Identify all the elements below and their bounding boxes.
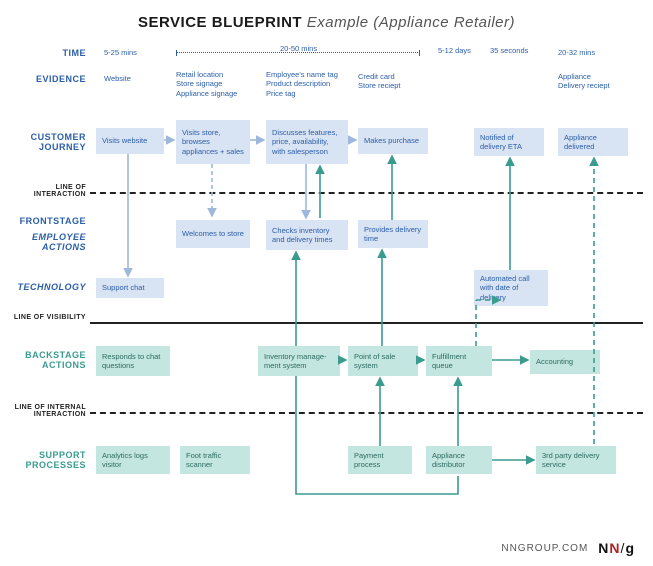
bs-2: Inventory manage-ment system	[258, 346, 340, 376]
time-0: 5-25 mins	[104, 48, 137, 57]
nng-logo: NN/g	[598, 540, 635, 556]
evidence-3: Credit card Store reciept	[358, 72, 428, 91]
bs-5: Accounting	[530, 350, 600, 374]
bs-4: Fulfillment queue	[426, 346, 492, 376]
evidence-1: Retail location Store signage Appliance …	[176, 70, 256, 98]
diagram-title: SERVICE BLUEPRINT Example (Appliance Ret…	[0, 14, 653, 31]
sp-0: Analytics logs visitor	[96, 446, 170, 474]
title-light: Example (Appliance Retailer)	[307, 14, 515, 31]
time-3: 35 seconds	[490, 46, 528, 55]
line-of-visibility	[90, 322, 643, 324]
fs-1: Welcomes to store	[176, 220, 250, 248]
footer-url: NNGROUP.COM	[501, 543, 588, 554]
fs-3: Provides delivery time	[358, 220, 428, 248]
evidence-0: Website	[104, 74, 164, 83]
time-4: 20-32 mins	[558, 48, 595, 57]
bs-0: Responds to chat questions	[96, 346, 170, 376]
cj-3: Makes purchase	[358, 128, 428, 154]
label-evidence: EVIDENCE	[6, 74, 86, 84]
title-bold: SERVICE BLUEPRINT	[138, 14, 302, 31]
cj-4: Notified of delivery ETA	[474, 128, 544, 156]
time-1: 20-50 mins	[280, 44, 317, 53]
line-of-interaction	[90, 192, 643, 194]
tech-0: Support chat	[96, 278, 164, 298]
label-line-internal: LINE OF INTERNAL INTERACTION	[6, 404, 86, 418]
bs-3: Point of sale system	[348, 346, 418, 376]
label-frontstage: FRONTSTAGE	[6, 216, 86, 226]
evidence-5: Appliance Delivery reciept	[558, 72, 638, 91]
label-support: SUPPORT PROCESSES	[6, 450, 86, 470]
cj-1: Visits store, browses appliances + sales	[176, 120, 250, 164]
label-employee: EMPLOYEE ACTIONS	[6, 232, 86, 252]
sp-5: 3rd party delivery service	[536, 446, 616, 474]
sp-3: Payment process	[348, 446, 412, 474]
evidence-2: Employee's name tag Product description …	[266, 70, 356, 98]
label-technology: TECHNOLOGY	[6, 282, 86, 292]
tech-4: Automated call with date of delivery	[474, 270, 548, 306]
label-time: TIME	[6, 48, 86, 58]
sp-1: Foot traffic scanner	[180, 446, 250, 474]
label-line-interaction: LINE OF INTERACTION	[6, 184, 86, 198]
label-backstage: BACKSTAGE ACTIONS	[6, 350, 86, 370]
label-customer: CUSTOMER JOURNEY	[6, 132, 86, 152]
label-line-visibility: LINE OF VISIBILITY	[6, 314, 86, 321]
cj-2: Discusses features, price, availability,…	[266, 120, 348, 164]
cj-5: Appliance delivered	[558, 128, 628, 156]
cj-0: Visits website	[96, 128, 164, 154]
fs-2: Checks inventory and delivery times	[266, 220, 348, 250]
line-of-internal-interaction	[90, 412, 643, 414]
time-2: 5-12 days	[438, 46, 471, 55]
footer: NNGROUP.COM NN/g	[501, 540, 635, 556]
sp-4: Appliance distributor	[426, 446, 492, 474]
